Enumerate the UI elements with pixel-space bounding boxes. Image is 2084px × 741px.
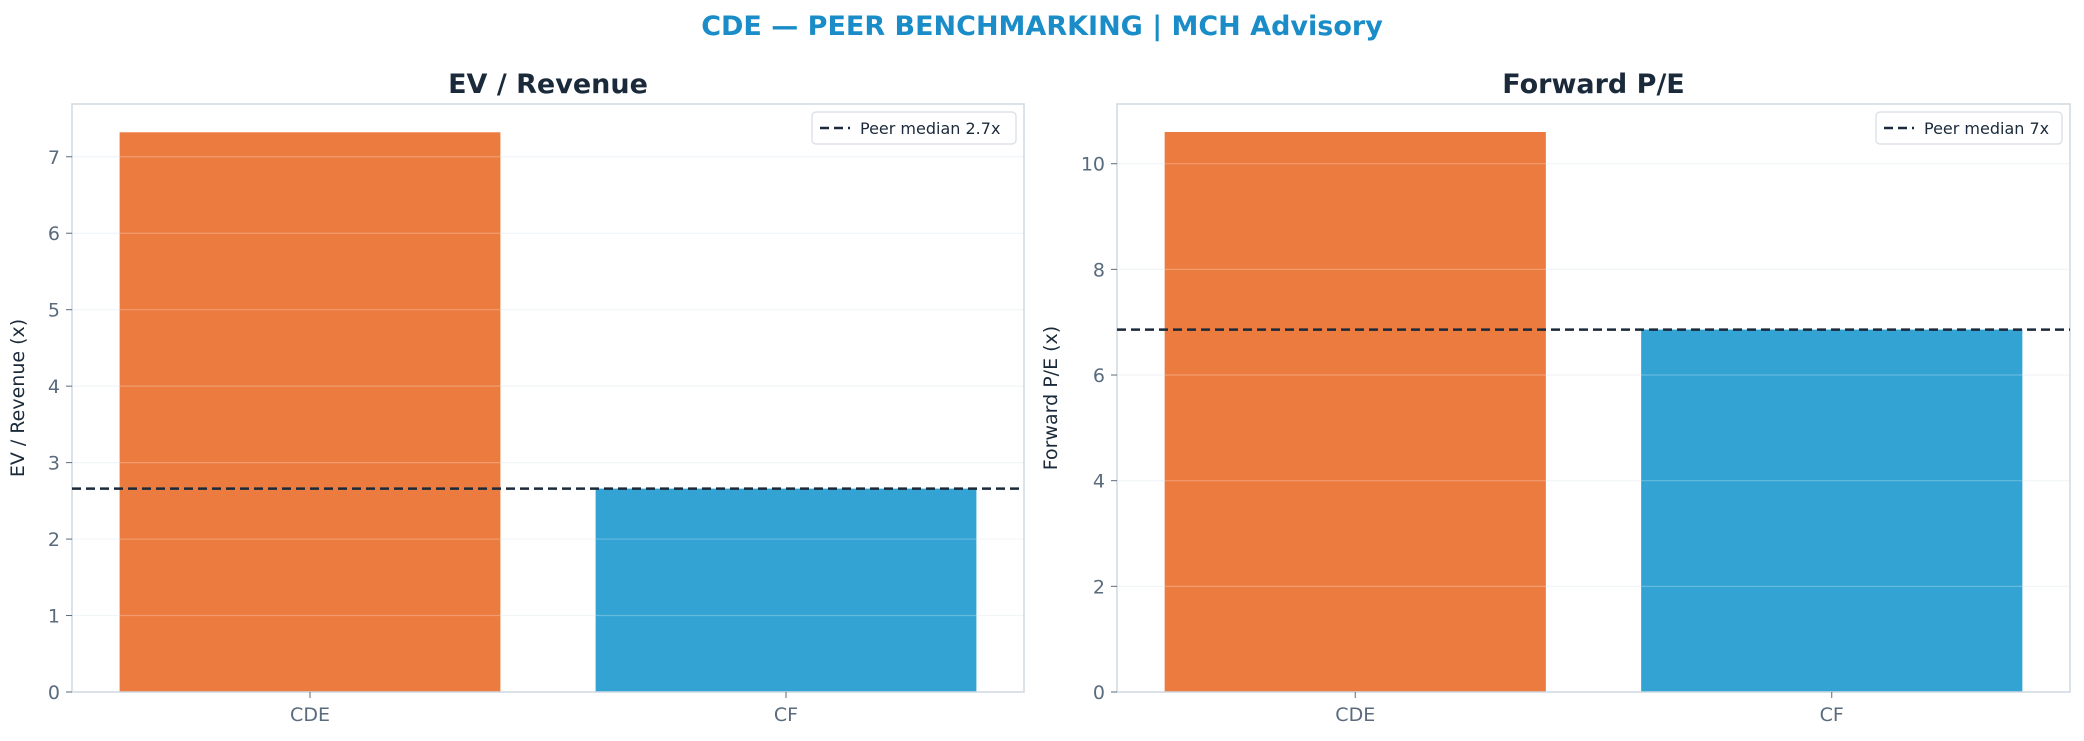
y-tick-label: 5: [48, 300, 60, 322]
panel-title: Forward P/E: [1502, 69, 1685, 100]
y-tick-label: 1: [48, 606, 60, 628]
y-tick-label: 6: [48, 223, 60, 245]
legend: Peer median 7x: [1875, 111, 2063, 145]
bar-cf: [595, 488, 977, 692]
legend-label: Peer median 2.7x: [860, 119, 1000, 138]
chart-panels: CDE CF 0 1 2 3 4 5 6 7 EV / Revenue EV / Revenue (x…: [7, 69, 2071, 726]
x-tick-label: CDE: [290, 704, 330, 726]
legend-box: [1875, 111, 2063, 145]
plot-frame: [1116, 103, 2071, 693]
y-tick-label: 2: [48, 529, 60, 551]
bar-cde: [119, 132, 501, 693]
y-tick-label: 8: [1093, 259, 1105, 281]
chart-panel-2: CDE CF 0 2 4 6 8 10 Forward P/E Forward P/E (x) Pe…: [1040, 69, 2071, 726]
x-tick-label: CDE: [1335, 704, 1375, 726]
bar-cde: [1164, 132, 1546, 692]
bar-cf: [1641, 329, 2023, 692]
x-tick-label: CF: [1820, 704, 1844, 726]
x-tick-label: CF: [774, 704, 798, 726]
y-tick-label: 3: [48, 453, 60, 475]
y-tick-label: 7: [48, 147, 60, 169]
y-tick-label: 6: [1093, 365, 1105, 387]
y-tick-label: 4: [1093, 471, 1105, 493]
legend-label: Peer median 7x: [1924, 119, 2049, 138]
chart-panel-1: CDE CF 0 1 2 3 4 5 6 7 EV / Revenue EV / Revenue (x…: [7, 69, 1025, 726]
y-axis-label: EV / Revenue (x): [7, 319, 29, 477]
y-tick-label: 0: [1093, 682, 1105, 704]
y-tick-label: 4: [48, 376, 60, 398]
panel-title: EV / Revenue: [448, 69, 648, 100]
y-axis-label: Forward P/E (x): [1040, 326, 1062, 470]
y-tick-label: 0: [48, 682, 60, 704]
legend-box: [811, 111, 1017, 145]
y-tick-label: 10: [1081, 154, 1105, 176]
legend: Peer median 2.7x: [811, 111, 1017, 145]
plot-frame: [71, 103, 1025, 693]
y-tick-label: 2: [1093, 576, 1105, 598]
figure-title: CDE — PEER BENCHMARKING | MCH Advisory: [701, 11, 1383, 42]
